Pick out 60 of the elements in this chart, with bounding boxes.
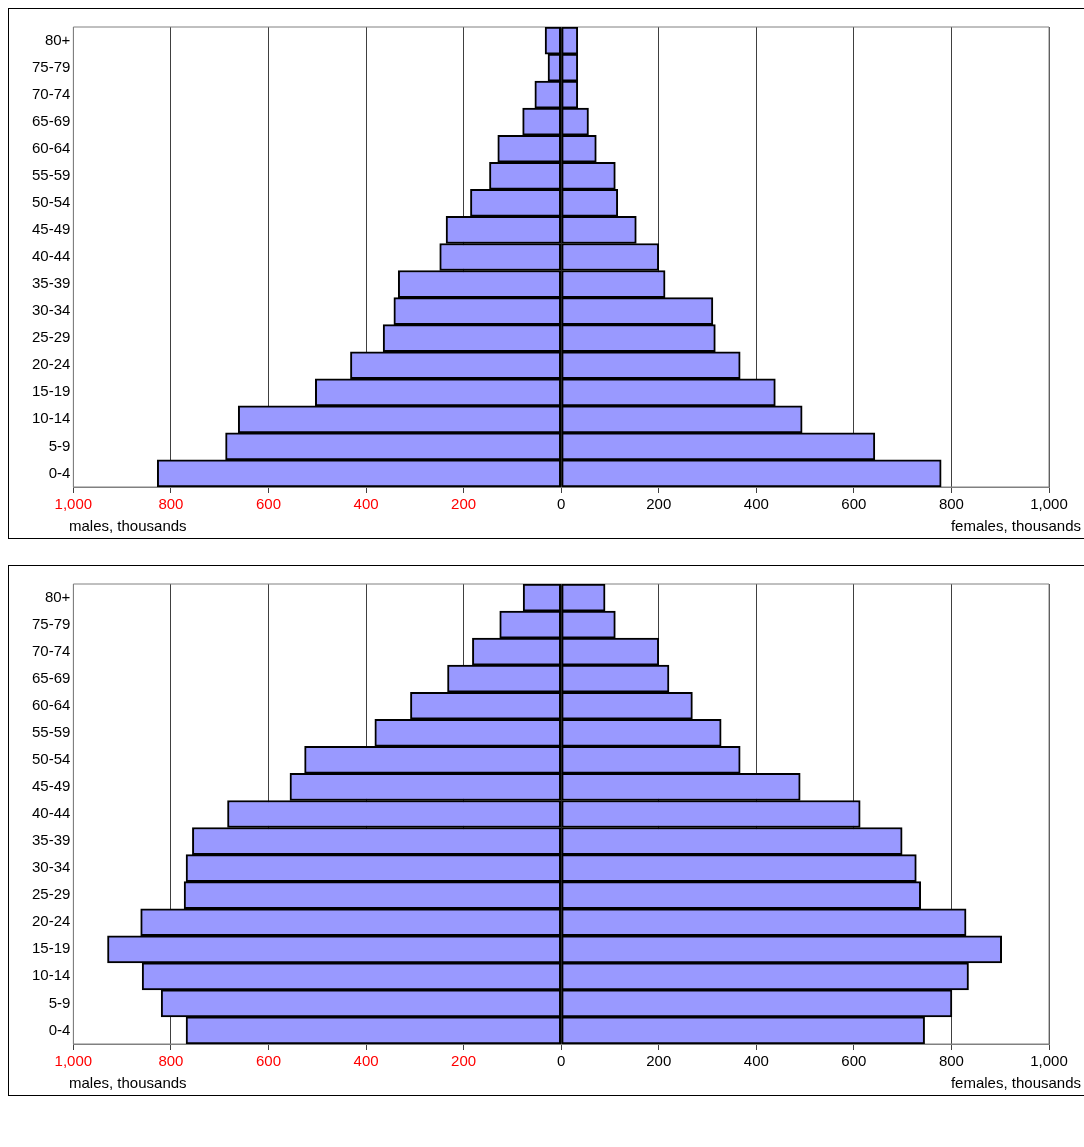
y-tick-label: 60-64 xyxy=(31,695,71,713)
y-tick-label: 0-4 xyxy=(48,463,71,481)
y-tick-label: 55-59 xyxy=(31,722,71,740)
x-tick-label: 1,000 xyxy=(1030,495,1068,513)
y-tick-label: 80+ xyxy=(44,30,71,48)
x-tick-label: 600 xyxy=(841,1052,867,1070)
x-tick-label: 800 xyxy=(158,1052,184,1070)
y-tick-label: 5-9 xyxy=(48,993,71,1011)
x-tick-label: 200 xyxy=(451,495,477,513)
x-tick-label: 0 xyxy=(557,1052,566,1070)
y-tick-label: 65-69 xyxy=(31,111,71,129)
x-tick-label: 800 xyxy=(938,495,964,513)
text: males, thousands xyxy=(69,1074,187,1091)
x-tick-label: 1,000 xyxy=(54,1052,93,1070)
y-tick-label: 20-24 xyxy=(31,912,71,930)
y-tick-label: 45-49 xyxy=(31,777,71,795)
text: males, thousands xyxy=(69,517,187,534)
y-tick-label: 25-29 xyxy=(31,328,71,346)
x-tick-label: 200 xyxy=(451,1052,477,1070)
y-tick-label: 25-29 xyxy=(31,885,71,903)
y-tick-label: 35-39 xyxy=(31,274,71,292)
y-tick-label: 10-14 xyxy=(31,409,71,427)
y-tick-label: 35-39 xyxy=(31,831,71,849)
x-tick-label: 600 xyxy=(255,1052,282,1070)
x-tick-label: 400 xyxy=(353,495,379,513)
y-tick-label: 60-64 xyxy=(31,138,71,156)
y-tick-label: 15-19 xyxy=(31,382,71,400)
x-tick-label: 600 xyxy=(841,495,867,513)
y-tick-label: 70-74 xyxy=(31,84,71,102)
y-tick-label: 50-54 xyxy=(31,750,71,768)
x-tick-label: 800 xyxy=(158,495,184,513)
x-tick-label: 400 xyxy=(743,1052,769,1070)
x-tick-label: 600 xyxy=(255,495,282,513)
x-tick-label: 0 xyxy=(557,495,566,513)
x-tick-label: 1,000 xyxy=(1030,1052,1068,1070)
y-tick-label: 55-59 xyxy=(31,165,71,183)
x-tick-label: 400 xyxy=(353,1052,379,1070)
y-tick-label: 20-24 xyxy=(31,355,71,373)
y-tick-label: 80+ xyxy=(44,587,71,605)
y-tick-label: 30-34 xyxy=(31,301,71,319)
y-tick-label: 75-79 xyxy=(31,57,71,75)
x-tick-label: 800 xyxy=(938,1052,964,1070)
x-tick-label: 1,000 xyxy=(54,495,93,513)
y-tick-label: 45-49 xyxy=(31,220,71,238)
x-tick-label: 200 xyxy=(646,495,672,513)
y-tick-label: 50-54 xyxy=(31,193,71,211)
x-tick-label: 400 xyxy=(743,495,769,513)
y-tick-label: 0-4 xyxy=(48,1020,71,1038)
y-tick-label: 30-34 xyxy=(31,858,71,876)
y-tick-label: 40-44 xyxy=(31,247,71,265)
y-tick-label: 15-19 xyxy=(31,939,71,957)
y-tick-label: 70-74 xyxy=(31,641,71,659)
text: females, thousands xyxy=(950,517,1081,534)
x-tick-label: 200 xyxy=(646,1052,672,1070)
text: females, thousands xyxy=(950,1074,1081,1091)
y-tick-label: 10-14 xyxy=(31,966,71,984)
y-tick-label: 65-69 xyxy=(31,668,71,686)
y-tick-label: 75-79 xyxy=(31,614,71,632)
y-tick-label: 5-9 xyxy=(48,436,71,454)
y-tick-label: 40-44 xyxy=(31,804,71,822)
